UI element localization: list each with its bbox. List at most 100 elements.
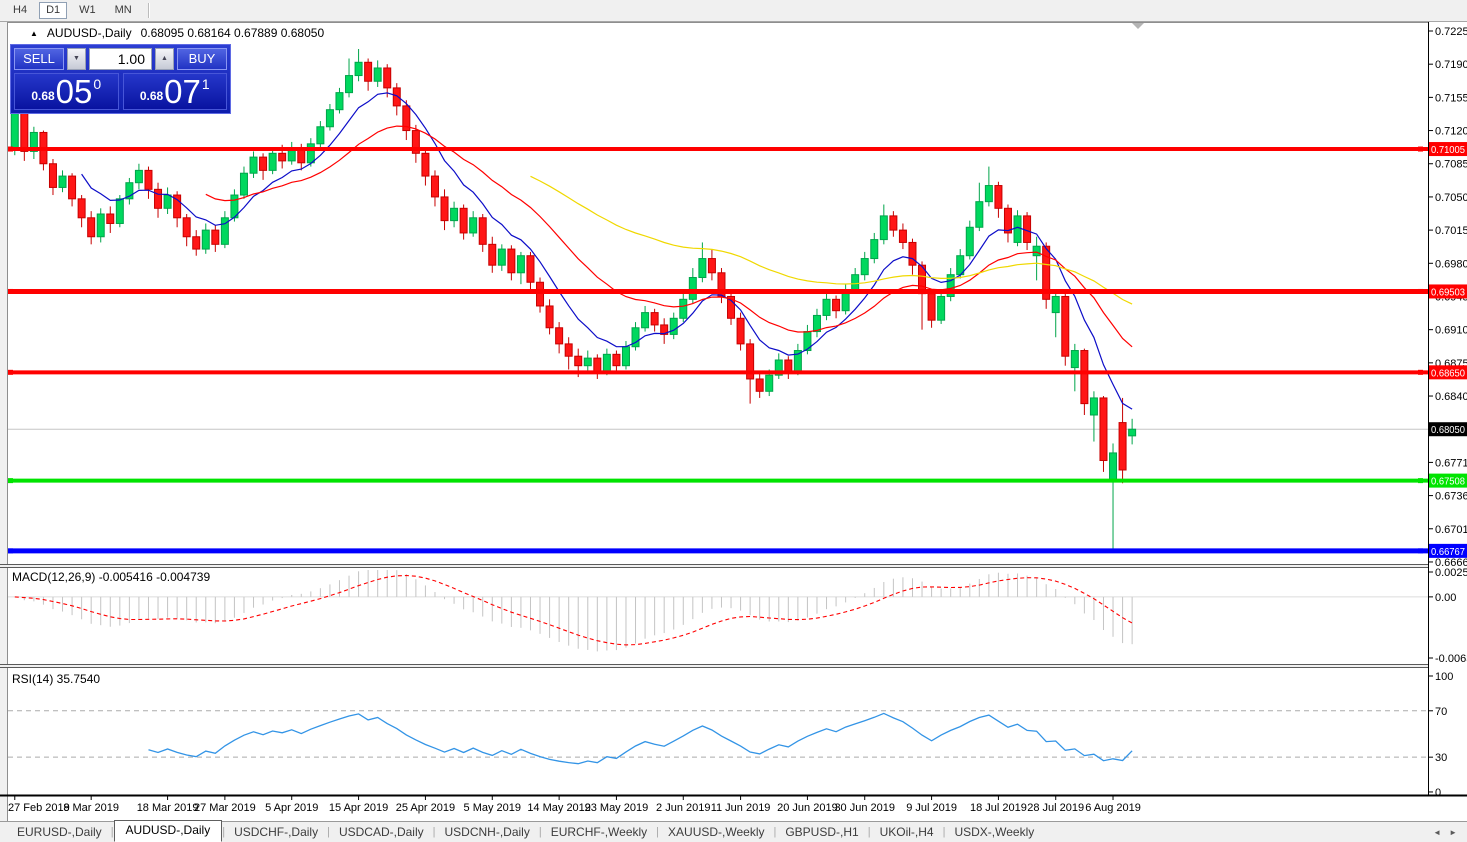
date-axis-label: 25 Apr 2019	[396, 802, 455, 814]
current-price-badge	[1429, 422, 1467, 437]
rsi-indicator-label: RSI(14) 35.7540	[12, 672, 101, 686]
chart-tabs: EURUSD-,Daily | AUDUSD-,Daily | USDCHF-,Dail…	[8, 820, 1043, 842]
price-badge-0.68650	[1429, 365, 1467, 380]
tab-separator: |	[110, 826, 114, 838]
chart-shift-marker-icon[interactable]	[1132, 23, 1144, 29]
date-axis-label: 28 Jul 2019	[1027, 802, 1084, 814]
timeframe-toolbar: H4 D1 W1 MN	[0, 0, 1467, 22]
pane-separator-1[interactable]	[0, 664, 1467, 668]
date-axis-label: 5 May 2019	[464, 802, 521, 814]
slow-ema-line	[530, 175, 1133, 305]
macd-signal-line	[14, 574, 1133, 646]
sell-button[interactable]: SELL	[14, 48, 64, 70]
date-axis-label: 14 May 2019	[527, 802, 591, 814]
sell-price-big-digits: 05	[55, 73, 93, 110]
svg-text:0.67508: 0.67508	[1431, 476, 1465, 488]
candlesticks	[10, 49, 1137, 550]
tab-separator: |	[773, 826, 777, 838]
buy-price-pip-digit: 1	[201, 76, 210, 92]
date-axis-label: 8 Mar 2019	[63, 802, 119, 814]
chart-tab-usdcad-daily[interactable]: USDCAD-,Daily	[338, 825, 424, 839]
rsi-axis-tick: 100	[1435, 671, 1453, 683]
chart-tab-usdcnh-daily[interactable]: USDCNH-,Daily	[444, 825, 530, 839]
sell-price-prefix: 0.68	[31, 89, 55, 103]
chart-ohlc-values: 0.68095 0.68164 0.67889 0.68050	[140, 26, 325, 40]
chart-tab-bar: EURUSD-,Daily | AUDUSD-,Daily | USDCHF-,Dail…	[0, 820, 1467, 842]
svg-text:0.71005: 0.71005	[1431, 144, 1465, 156]
date-axis-label: 27 Feb 2019	[8, 802, 70, 814]
date-axis-label: 15 Apr 2019	[329, 802, 388, 814]
tab-separator: |	[222, 826, 226, 838]
date-axis-label: 18 Jul 2019	[970, 802, 1027, 814]
timeframe-button-H4[interactable]: H4	[13, 4, 28, 16]
macd-axis-tick: -0.006326	[1435, 653, 1467, 665]
chart-symbol-label: AUDUSD-,Daily	[46, 26, 132, 40]
tab-separator: |	[656, 826, 660, 838]
indicator-panes	[8, 570, 1428, 765]
buy-price-big-digits: 07	[164, 73, 201, 110]
tab-separator: |	[538, 826, 542, 838]
mid-ema-line	[205, 125, 1133, 348]
date-axis-label: 18 Mar 2019	[137, 802, 199, 814]
tab-separator: |	[942, 826, 946, 838]
tab-scroll-left-icon[interactable]: ◄	[1433, 828, 1442, 837]
timeframe-button-D1[interactable]: D1	[39, 2, 68, 19]
chart-tab-gbpusd-h1[interactable]: GBPUSD-,H1	[785, 825, 859, 839]
chart-tab-usdchf-daily[interactable]: USDCHF-,Daily	[234, 825, 319, 839]
svg-text:0.68050: 0.68050	[1431, 424, 1465, 436]
timeframe-button-MN[interactable]: MN	[114, 4, 132, 16]
chart-tab-xauusd-weekly[interactable]: XAUUSD-,Weekly	[668, 825, 765, 839]
chart-tab-eurusd-daily[interactable]: EURUSD-,Daily	[17, 825, 102, 839]
tab-separator: |	[867, 826, 871, 838]
tab-scroll-right-icon[interactable]: ►	[1449, 828, 1457, 837]
buy-price-display[interactable]: 0.68 07 1	[122, 73, 227, 110]
date-axis-label: 23 May 2019	[585, 802, 649, 814]
volume-up-button[interactable]: ▲	[155, 48, 174, 70]
svg-text:0.69503: 0.69503	[1431, 286, 1465, 298]
fast-ema-line	[81, 92, 1133, 410]
price-badge-0.69503	[1429, 284, 1467, 299]
svg-text:0.66767: 0.66767	[1431, 546, 1465, 558]
volume-input[interactable]	[89, 48, 152, 70]
price-badge-0.71005	[1429, 142, 1467, 157]
svg-text:0.68650: 0.68650	[1431, 367, 1465, 379]
price-badge-0.66767	[1429, 543, 1467, 558]
date-axis-label: 2 Jun 2019	[656, 802, 710, 814]
date-axis-label: 20 Jun 2019	[777, 802, 838, 814]
chart-title: ▲ AUDUSD-,Daily 0.68095 0.68164 0.67889 …	[30, 26, 324, 40]
macd-axis-tick: 0.00	[1435, 592, 1456, 604]
timeframe-buttons: H4 D1 W1 MN	[6, 2, 144, 19]
date-axis-label: 6 Aug 2019	[1085, 802, 1141, 814]
volume-down-button[interactable]: ▼	[67, 48, 86, 70]
main-price-pane	[8, 23, 1428, 554]
chart-tab-eurchf-weekly[interactable]: EURCHF-,Weekly	[550, 825, 648, 839]
chart-tab-ukoil-h4[interactable]: UKOil-,H4	[879, 825, 934, 839]
chart-tab-usdx-weekly[interactable]: USDX-,Weekly	[954, 825, 1035, 839]
rsi-axis-tick: 70	[1435, 706, 1447, 718]
timeframe-button-W1[interactable]: W1	[79, 4, 96, 16]
buy-button[interactable]: BUY	[177, 48, 227, 70]
macd-indicator-label: MACD(12,26,9) -0.005416 -0.004739	[12, 570, 211, 584]
rsi-axis-tick: 0	[1435, 787, 1441, 799]
pane-separator-0[interactable]	[0, 564, 1467, 568]
date-axis-label: 11 Jun 2019	[711, 802, 771, 814]
chart-window	[7, 22, 1467, 821]
rsi-line	[148, 712, 1133, 765]
buy-price-prefix: 0.68	[139, 89, 164, 103]
date-axis-label: 9 Jul 2019	[906, 802, 957, 814]
sell-price-display[interactable]: 0.68 05 0	[14, 73, 119, 110]
chart-tab-audusd-daily[interactable]: AUDUSD-,Daily	[113, 820, 223, 842]
